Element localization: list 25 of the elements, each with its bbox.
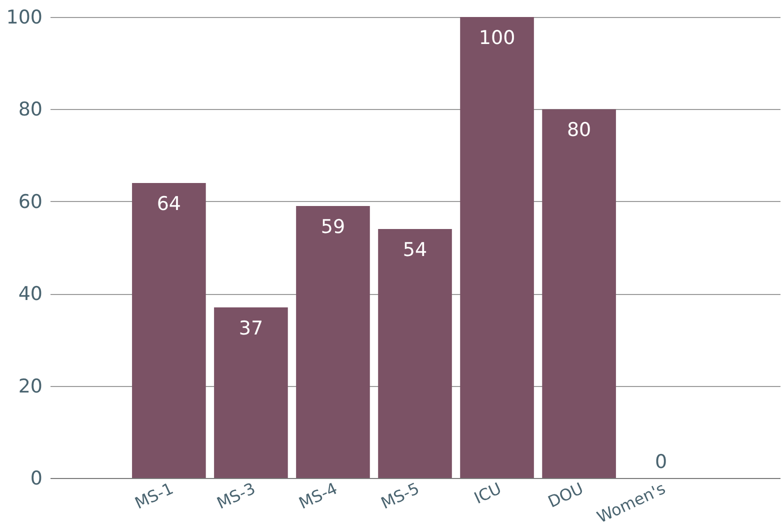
data-label: 37: [238, 317, 264, 340]
data-label: 59: [320, 216, 346, 238]
y-tick-label: 80: [18, 98, 42, 121]
bar: [296, 206, 370, 478]
x-tick-label: ICU: [471, 478, 504, 508]
y-tick-label: 40: [18, 283, 42, 306]
y-tick-label: 60: [18, 190, 42, 213]
data-label: 64: [156, 192, 182, 215]
data-label: 54: [402, 239, 428, 262]
data-label: 100: [478, 27, 516, 49]
data-label: 0: [655, 451, 668, 473]
bar: [378, 229, 452, 478]
y-tick-label: 20: [18, 375, 42, 398]
data-label: 80: [566, 119, 592, 142]
bar: [542, 109, 616, 478]
bar: [214, 307, 288, 478]
x-tick-label: MS-3: [214, 478, 258, 513]
x-tick-label: DOU: [545, 478, 586, 512]
y-tick-label: 0: [30, 468, 42, 490]
x-tick-label: MS-1: [132, 478, 176, 513]
bar: [132, 182, 206, 478]
y-tick-label: 100: [6, 6, 42, 28]
x-tick-label: MS-5: [378, 478, 422, 513]
bar: [460, 17, 534, 478]
x-tick-label: MS-4: [296, 478, 340, 513]
